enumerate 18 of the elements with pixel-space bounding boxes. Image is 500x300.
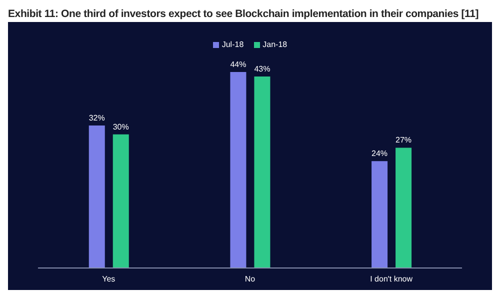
x-tick-label: Yes <box>102 274 116 284</box>
bar <box>396 148 412 268</box>
bar <box>230 72 246 268</box>
data-label: 32% <box>88 113 105 122</box>
bar <box>254 76 270 268</box>
data-label: 27% <box>396 136 412 145</box>
chart-title: Exhibit 11: One third of investors expect to see Blockchain implementation in their companies [11] <box>8 8 480 22</box>
data-label: 30% <box>112 122 129 132</box>
bar <box>112 134 129 268</box>
bar <box>372 161 388 268</box>
data-label: 44% <box>230 60 246 69</box>
data-label: 24% <box>372 149 388 158</box>
x-tick-label: No <box>244 274 256 284</box>
data-label: 43% <box>254 64 270 74</box>
legend-label: Jul-18 <box>222 40 244 49</box>
x-tick-label: I don't know <box>370 274 413 284</box>
legend-label: Jan-18 <box>262 40 288 49</box>
bar <box>88 125 105 268</box>
